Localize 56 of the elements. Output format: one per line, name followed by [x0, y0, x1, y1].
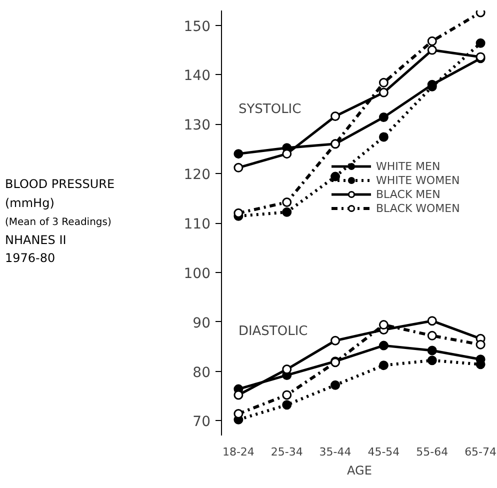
y-tick-label: 100: [184, 266, 211, 282]
annotation: SYSTOLIC: [238, 102, 302, 117]
legend-label: BLACK WOMEN: [376, 201, 460, 215]
y-tick-label: 110: [184, 216, 211, 232]
x-tick-label: 18-24: [222, 446, 254, 458]
text: (Mean of 3 Readings): [5, 217, 112, 228]
point: [282, 390, 292, 400]
y-tick-label: 70: [192, 414, 211, 430]
point: [427, 316, 437, 326]
y-tick-label: 120: [184, 167, 211, 184]
annotation: DIASTOLIC: [238, 324, 308, 340]
x-tick-label: 25-34: [270, 446, 303, 458]
point: [427, 45, 437, 55]
y-tick-label: 150: [184, 18, 211, 35]
x-tick-label: 65-74: [464, 446, 497, 458]
y-tick-label: 90: [192, 315, 211, 332]
point: [234, 208, 244, 218]
point: [476, 340, 486, 350]
point: [330, 112, 340, 121]
point: [378, 112, 388, 122]
point: [234, 149, 244, 159]
point: [378, 88, 388, 98]
point: [427, 356, 437, 366]
point: [330, 380, 340, 390]
point: [378, 78, 388, 88]
legend-label: WHITE WOMEN: [376, 173, 460, 187]
x-axis-title: AGE: [347, 464, 372, 478]
point: [234, 390, 244, 400]
x-tick-label: 45-54: [368, 446, 400, 458]
point: [282, 400, 292, 410]
legend-label: BLACK MEN: [376, 187, 440, 201]
x-tick-label: 35-44: [319, 446, 352, 458]
point: [282, 198, 292, 207]
x-tick-label: 55-64: [416, 446, 448, 458]
y-tick-label: 140: [184, 68, 211, 84]
point: [476, 38, 486, 48]
point: [427, 330, 437, 340]
point: [378, 360, 388, 370]
legend-label: WHITE MEN: [376, 159, 440, 173]
point: [427, 346, 437, 356]
text: BLOOD PRESSURE: [5, 177, 115, 191]
point: [282, 207, 292, 217]
text: NHANES II: [5, 232, 66, 247]
point: [282, 149, 292, 159]
text: 1976-80: [5, 251, 56, 266]
y-tick-label: 80: [192, 364, 211, 381]
point: [330, 172, 340, 182]
point: [378, 340, 388, 350]
point: [427, 36, 437, 46]
point: [234, 162, 244, 172]
point: [378, 132, 388, 142]
point: [378, 320, 388, 330]
point: [330, 336, 340, 346]
point: [234, 409, 244, 418]
y-tick-label: 130: [184, 118, 211, 134]
text: (mmHg): [5, 196, 54, 210]
